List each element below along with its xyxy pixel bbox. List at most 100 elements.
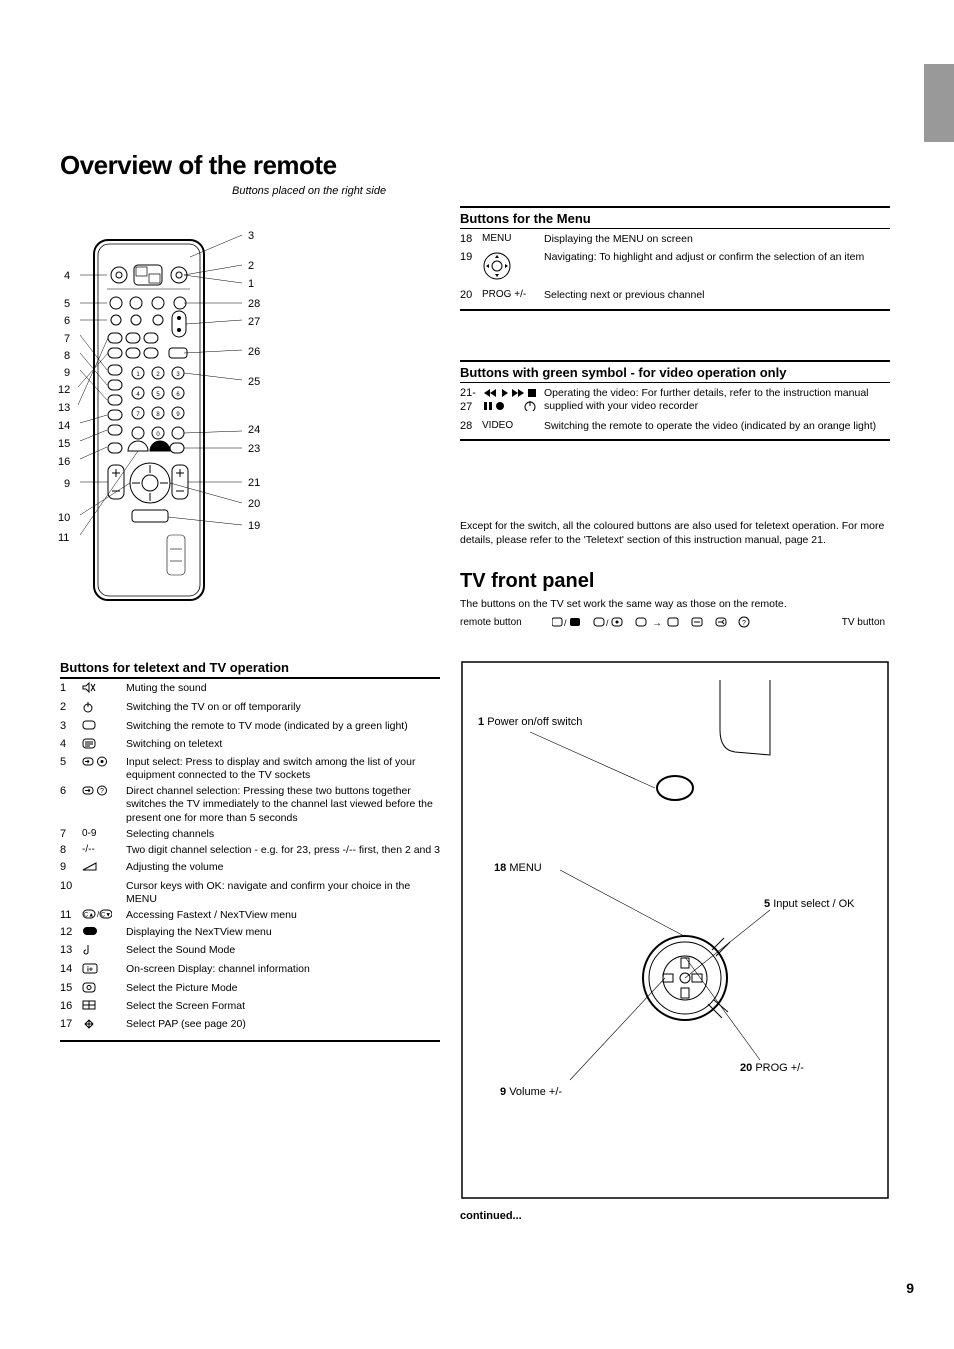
fc2-num: 18 — [494, 862, 506, 874]
fc3-txt: Input select / OK — [773, 898, 854, 910]
svg-text:9: 9 — [176, 412, 180, 418]
table-row: 17Select PAP (see page 20) — [60, 1017, 440, 1037]
svg-text:8: 8 — [156, 412, 160, 418]
table-row: 8-/--Two digit channel selection - e.g. … — [60, 843, 440, 860]
page-edge-tab — [924, 64, 954, 142]
front-panel-diagram — [460, 660, 890, 1200]
table-row: 13Select the Sound Mode — [60, 943, 440, 963]
svg-text:?: ? — [100, 788, 104, 795]
table-row: 10Cursor keys with OK: navigate and conf… — [60, 879, 440, 908]
table-row: 16Select the Screen Format — [60, 999, 440, 1017]
front-sub-tv: TV button — [842, 616, 885, 630]
table-row: 6?Direct channel selection: Pressing the… — [60, 784, 440, 826]
svg-text:C▼: C▼ — [101, 912, 111, 918]
fc4-num: 20 — [740, 1062, 752, 1074]
note-body: Except for the switch, all the coloured … — [460, 520, 884, 546]
callout-28: 28 — [248, 298, 260, 310]
callout-5: 5 — [64, 298, 70, 310]
fc4-txt: PROG +/- — [755, 1062, 804, 1074]
front-panel-subtitle: The buttons on the TV set work the same … — [460, 598, 890, 630]
table-row: 20PROG +/-Selecting next or previous cha… — [460, 287, 890, 305]
table-tv-buttons: Buttons for teletext and TV operation 1M… — [60, 660, 440, 1042]
svg-text:i+: i+ — [87, 967, 93, 974]
remote-diagram: 1 2 3 4 5 6 7 8 9 0 — [72, 225, 332, 625]
svg-text:7: 7 — [136, 412, 140, 418]
svg-text:?: ? — [742, 620, 746, 627]
callout-3: 3 — [248, 230, 254, 242]
table-row: 28VIDEOSwitching the remote to operate t… — [460, 418, 890, 436]
table-row: 5Input select: Press to display and swit… — [60, 755, 440, 784]
table-row: 4Switching on teletext — [60, 737, 440, 756]
tv-buttons-heading: Buttons for teletext and TV operation — [60, 660, 440, 679]
table-row: 19Navigating: To highlight and adjust or… — [460, 249, 890, 288]
table-video-buttons: Buttons with green symbol - for video op… — [460, 360, 890, 441]
svg-text:0: 0 — [156, 432, 160, 438]
fc3-num: 5 — [764, 898, 770, 910]
note-text: Except for the switch, all the coloured … — [460, 520, 890, 547]
table-row: 2Switching the TV on or off temporarily — [60, 700, 440, 720]
table-row: 21-27Operating the video: For further de… — [460, 385, 890, 418]
callout-14c: 14 — [58, 420, 70, 432]
svg-text:3: 3 — [176, 372, 180, 378]
subtitle: Buttons placed on the right side — [232, 185, 386, 197]
table-row: 14i+On-screen Display: channel informati… — [60, 962, 440, 981]
fc1-txt: Power on/off switch — [487, 716, 582, 728]
svg-text:→: → — [652, 618, 662, 629]
callout-26: 26 — [248, 346, 260, 358]
fc1-num: 1 — [478, 716, 484, 728]
front-callout-20: 20 PROG +/- — [740, 1062, 804, 1074]
callout-9c: 9 — [64, 367, 70, 379]
svg-text:6: 6 — [176, 392, 180, 398]
svg-text:C▲: C▲ — [84, 912, 94, 918]
svg-text:1: 1 — [136, 372, 140, 378]
svg-text:/: / — [564, 618, 567, 628]
front-callout-18: 18 MENU — [494, 862, 542, 874]
table-row: 1Muting the sound — [60, 681, 440, 700]
callout-11: 11 — [58, 532, 69, 544]
front-sub-remote: remote button — [460, 616, 522, 630]
table-row: 12Displaying the NexTView menu — [60, 925, 440, 943]
callout-6: 6 — [64, 315, 70, 327]
table-row: 70-9Selecting channels — [60, 827, 440, 844]
callout-21: 24 — [248, 424, 260, 436]
callout-15c: 15 — [58, 438, 70, 450]
callout-27: 27 — [248, 316, 260, 328]
callout-21b: 23 — [248, 443, 260, 455]
callout-8: 8 — [64, 350, 70, 362]
table-row: 11C▲/C▼Accessing Fastext / NexTView menu — [60, 908, 440, 926]
svg-text:/: / — [606, 618, 609, 628]
table-row: 15Select the Picture Mode — [60, 981, 440, 1000]
front-mapping-icons: / / → ? — [552, 616, 812, 630]
callout-1: 1 — [248, 278, 254, 290]
menu-buttons-heading: Buttons for the Menu — [460, 206, 890, 226]
callout-7: 7 — [64, 333, 70, 345]
callout-9: 9 — [64, 478, 70, 490]
front-sub-line1: The buttons on the TV set work the same … — [460, 598, 787, 610]
front-callout-1: 1 Power on/off switch — [478, 716, 618, 728]
table-row: 18MENUDisplaying the MENU on screen — [460, 231, 890, 249]
page-title: Overview of the remote — [60, 150, 337, 181]
table-row: 9Adjusting the volume — [60, 860, 440, 879]
fc2-txt: MENU — [509, 862, 541, 874]
svg-text:2: 2 — [156, 372, 160, 378]
callout-20: 21 — [248, 477, 260, 489]
callout-18: 19 — [248, 520, 260, 532]
callout-16c: 16 — [58, 456, 70, 468]
callout-2: 2 — [248, 260, 254, 272]
svg-text:4: 4 — [136, 392, 140, 398]
video-buttons-heading: Buttons with green symbol - for video op… — [460, 360, 890, 380]
callout-25-21b: 25 — [248, 376, 260, 388]
table-menu-buttons: Buttons for the Menu 18MENUDisplaying th… — [460, 206, 890, 311]
callout-19: 20 — [248, 498, 260, 510]
table-row: 3Switching the remote to TV mode (indica… — [60, 719, 440, 737]
callout-12c: 12 — [58, 384, 70, 396]
callout-4: 4 — [64, 270, 70, 282]
callout-13c: 13 — [58, 402, 70, 414]
continued-label: continued... — [460, 1210, 522, 1222]
page-number: 9 — [906, 1280, 914, 1296]
front-callout-5: 5 Input select / OK — [764, 898, 884, 910]
front-callout-9: 9 Volume +/- — [500, 1086, 562, 1098]
fc5-txt: Volume +/- — [509, 1086, 562, 1098]
fc5-num: 9 — [500, 1086, 506, 1098]
svg-text:5: 5 — [156, 392, 160, 398]
